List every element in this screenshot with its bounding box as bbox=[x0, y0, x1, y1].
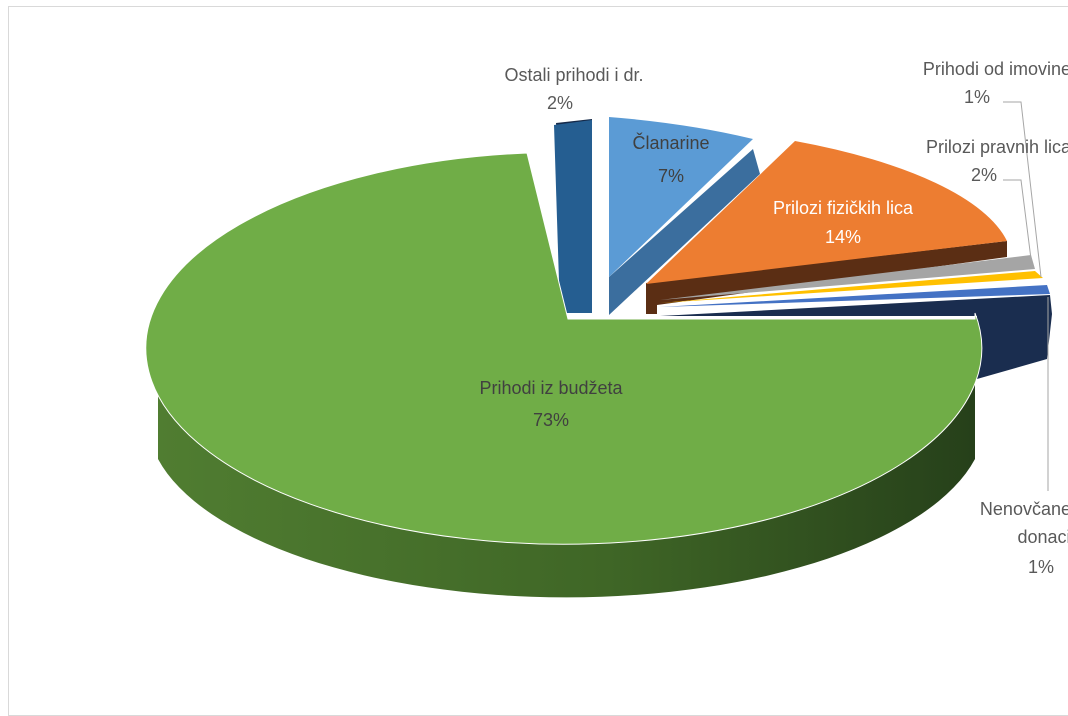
label-budzeta-pct: 73% bbox=[533, 410, 569, 430]
slice-side-clanarine bbox=[609, 149, 760, 315]
slice-fizickih bbox=[646, 141, 1007, 284]
slice-ostali bbox=[554, 120, 592, 313]
slice-pravnih bbox=[660, 255, 1035, 300]
label-ostali-name: Ostali prihodi i dr. bbox=[504, 65, 643, 85]
slice-side-fizickih bbox=[646, 241, 1007, 314]
label-imovine-pct: 1% bbox=[964, 87, 990, 107]
label-imovine-name: Prihodi od imovine bbox=[923, 59, 1068, 79]
leader-line-pravnih bbox=[1003, 179, 1032, 260]
label-fizickih-name: Prilozi fizičkih lica bbox=[773, 198, 914, 218]
label-clanarine-name: Članarine bbox=[632, 132, 709, 153]
label-nenovcane-name-2: donacije bbox=[1017, 527, 1068, 547]
label-pravnih-pct: 2% bbox=[971, 165, 997, 185]
slice-budzeta bbox=[145, 152, 983, 545]
slice-nenovcane bbox=[660, 285, 1050, 307]
slice-side-budzeta bbox=[158, 325, 975, 598]
slice-clanarine bbox=[609, 117, 753, 277]
label-pravnih-name: Prilozi pravnih lica bbox=[926, 137, 1068, 157]
leader-line-imovine bbox=[1003, 101, 1042, 278]
label-budzeta-name: Prihodi iz budžeta bbox=[479, 378, 623, 398]
label-fizickih-pct: 14% bbox=[825, 227, 861, 247]
label-nenovcane-name-1: Nenovčane bbox=[980, 499, 1068, 519]
slice-side-nenovcane bbox=[660, 295, 1052, 379]
slice-imovine bbox=[660, 271, 1043, 303]
label-nenovcane-pct: 1% bbox=[1028, 557, 1054, 577]
label-ostali-pct: 2% bbox=[547, 93, 573, 113]
label-clanarine-pct: 7% bbox=[658, 166, 684, 186]
pie-chart: Ostali prihodi i dr. 2% Članarine 7% Pri… bbox=[145, 59, 1068, 598]
chart-area: Ostali prihodi i dr. 2% Članarine 7% Pri… bbox=[8, 6, 1068, 716]
